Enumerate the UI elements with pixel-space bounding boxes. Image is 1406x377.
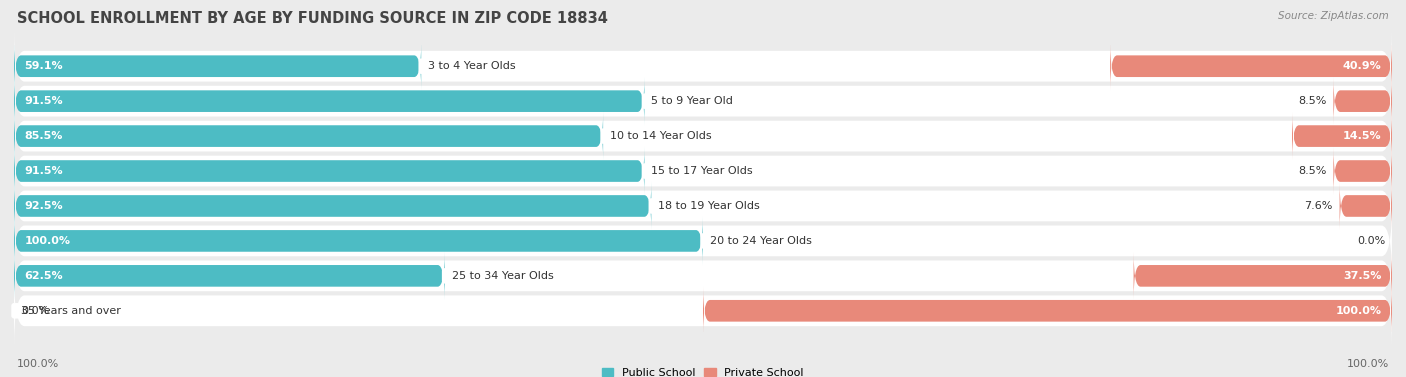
FancyBboxPatch shape — [703, 287, 1392, 335]
Text: 40.9%: 40.9% — [1343, 61, 1382, 71]
Text: 37.5%: 37.5% — [1343, 271, 1382, 281]
Text: 91.5%: 91.5% — [24, 96, 63, 106]
Text: 0.0%: 0.0% — [21, 306, 49, 316]
Text: 3 to 4 Year Olds: 3 to 4 Year Olds — [422, 61, 523, 71]
Text: 35 Years and over: 35 Years and over — [14, 306, 128, 316]
Text: 15 to 17 Year Olds: 15 to 17 Year Olds — [644, 166, 761, 176]
Text: 92.5%: 92.5% — [24, 201, 63, 211]
FancyBboxPatch shape — [14, 112, 603, 160]
FancyBboxPatch shape — [1111, 42, 1392, 90]
FancyBboxPatch shape — [14, 29, 1392, 103]
FancyBboxPatch shape — [14, 217, 703, 265]
Legend: Public School, Private School: Public School, Private School — [602, 368, 804, 377]
FancyBboxPatch shape — [14, 77, 644, 125]
FancyBboxPatch shape — [1333, 77, 1392, 125]
FancyBboxPatch shape — [14, 42, 422, 90]
FancyBboxPatch shape — [14, 252, 444, 300]
Text: 18 to 19 Year Olds: 18 to 19 Year Olds — [651, 201, 768, 211]
FancyBboxPatch shape — [14, 147, 644, 195]
Text: 100.0%: 100.0% — [24, 236, 70, 246]
FancyBboxPatch shape — [14, 99, 1392, 173]
Text: 0.0%: 0.0% — [1357, 236, 1385, 246]
Text: 100.0%: 100.0% — [1347, 359, 1389, 369]
FancyBboxPatch shape — [14, 169, 1392, 243]
FancyBboxPatch shape — [1133, 252, 1392, 300]
FancyBboxPatch shape — [14, 64, 1392, 138]
Text: 5 to 9 Year Old: 5 to 9 Year Old — [644, 96, 741, 106]
FancyBboxPatch shape — [14, 239, 1392, 313]
Text: 20 to 24 Year Olds: 20 to 24 Year Olds — [703, 236, 818, 246]
Text: 7.6%: 7.6% — [1305, 201, 1333, 211]
Text: 8.5%: 8.5% — [1298, 96, 1326, 106]
Text: SCHOOL ENROLLMENT BY AGE BY FUNDING SOURCE IN ZIP CODE 18834: SCHOOL ENROLLMENT BY AGE BY FUNDING SOUR… — [17, 11, 607, 26]
Text: 91.5%: 91.5% — [24, 166, 63, 176]
Text: 14.5%: 14.5% — [1343, 131, 1382, 141]
FancyBboxPatch shape — [14, 134, 1392, 208]
FancyBboxPatch shape — [1333, 147, 1392, 195]
FancyBboxPatch shape — [14, 274, 1392, 348]
Text: 62.5%: 62.5% — [24, 271, 63, 281]
FancyBboxPatch shape — [14, 182, 651, 230]
FancyBboxPatch shape — [1292, 112, 1392, 160]
Text: Source: ZipAtlas.com: Source: ZipAtlas.com — [1278, 11, 1389, 21]
FancyBboxPatch shape — [14, 204, 1392, 278]
Text: 25 to 34 Year Olds: 25 to 34 Year Olds — [444, 271, 561, 281]
Text: 100.0%: 100.0% — [1336, 306, 1382, 316]
Text: 8.5%: 8.5% — [1298, 166, 1326, 176]
Text: 85.5%: 85.5% — [24, 131, 63, 141]
Text: 100.0%: 100.0% — [17, 359, 59, 369]
FancyBboxPatch shape — [1340, 182, 1392, 230]
Text: 59.1%: 59.1% — [24, 61, 63, 71]
Text: 10 to 14 Year Olds: 10 to 14 Year Olds — [603, 131, 718, 141]
